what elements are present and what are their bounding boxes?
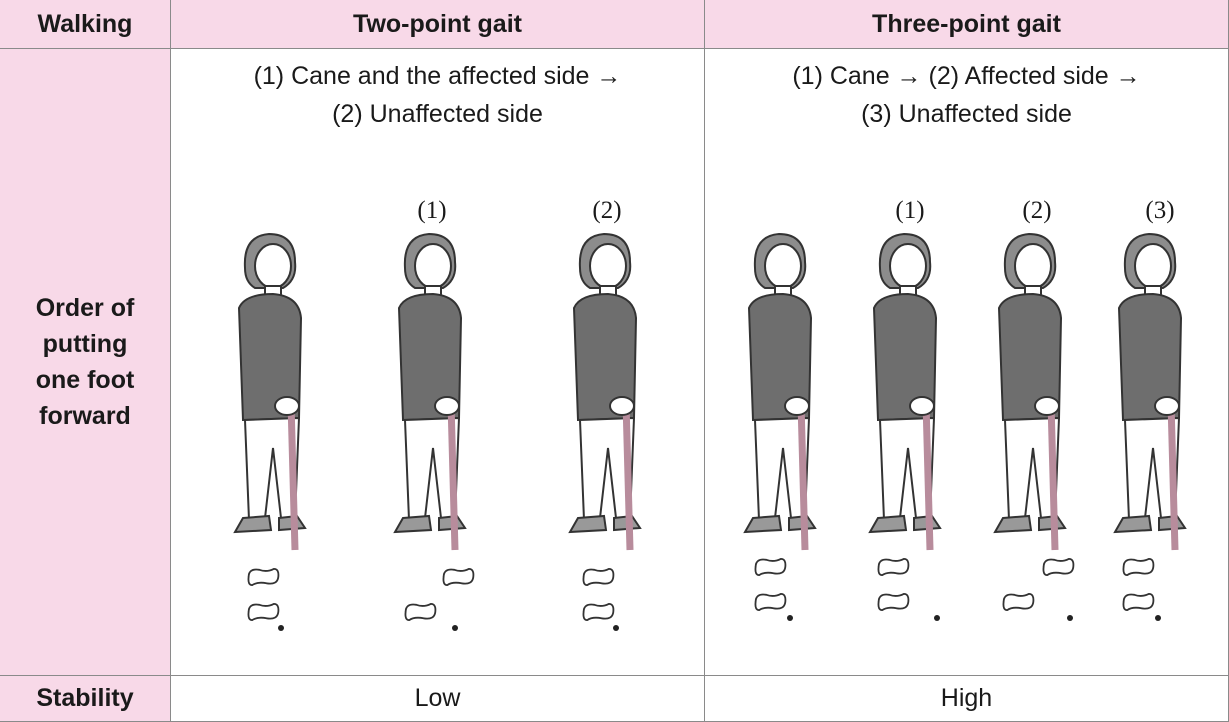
description: (1) Cane → (2) Affected side → (3) Unaff… [705, 57, 1228, 133]
description-line: (3) Unaffected side [861, 100, 1072, 128]
row-label: Order of [35, 294, 135, 322]
header-cell: Two-point gait [171, 0, 705, 49]
description-line: (1) Cane → (2) Affected side → [792, 62, 1141, 90]
header-cell: Walking [0, 0, 171, 49]
row-label: one foot [35, 366, 135, 394]
stability-value: High [705, 676, 1229, 722]
row-label: forward [39, 402, 131, 430]
row-label-cell: Order of putting one foot forward [0, 49, 171, 676]
description: (1) Cane and the affected side → (2) Una… [171, 57, 704, 133]
description-line: (1) Cane and the affected side → [253, 62, 622, 90]
two-point-cell: (1) Cane and the affected side → (2) Una… [171, 49, 705, 676]
row-label: putting [42, 330, 128, 358]
description-line: (2) Unaffected side [332, 100, 543, 128]
three-point-cell: (1) Cane → (2) Affected side → (3) Unaff… [705, 49, 1229, 676]
header-cell: Three-point gait [705, 0, 1229, 49]
row-label-cell: Stability [0, 676, 171, 722]
stability-value: Low [171, 676, 705, 722]
